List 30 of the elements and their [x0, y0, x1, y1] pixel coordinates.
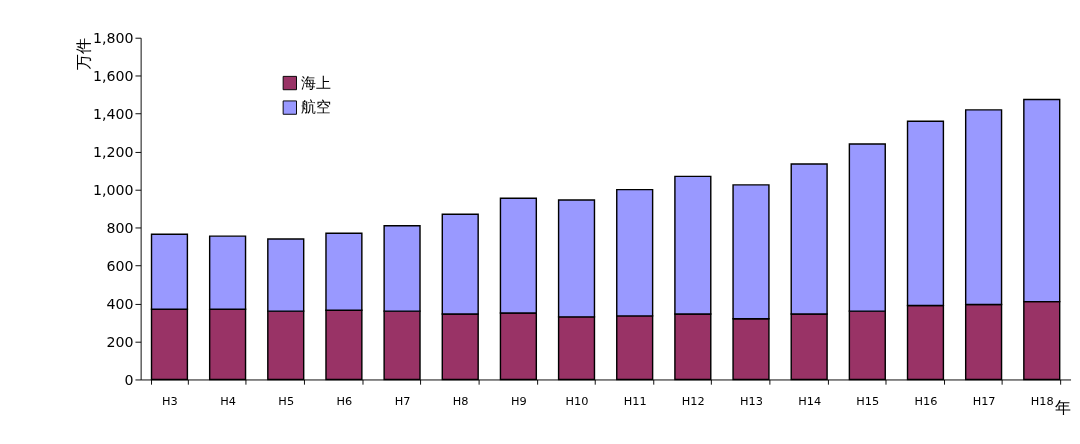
- y-tick-label: 0: [124, 371, 134, 388]
- x-tick-label: H14: [798, 393, 822, 408]
- y-tick-label: 1,200: [93, 143, 134, 160]
- y-tick-label: 1,000: [93, 181, 134, 198]
- x-axis-title: 年: [1054, 398, 1071, 418]
- y-tick-label: 1,800: [93, 29, 134, 46]
- x-tick-label: H6: [336, 393, 353, 408]
- x-tick-label: H9: [510, 393, 527, 408]
- x-tick-label: H11: [623, 393, 647, 408]
- x-tick-label: H12: [681, 393, 705, 408]
- x-tick-label: H17: [972, 393, 996, 408]
- x-tick-label: H15: [856, 393, 880, 408]
- x-tick-label: H4: [220, 393, 236, 408]
- y-tick-label: 600: [106, 257, 134, 274]
- x-tick-label: H16: [914, 393, 938, 408]
- x-tick-label: H8: [452, 393, 469, 408]
- x-tick-label: H10: [565, 393, 589, 408]
- x-tick-label: H7: [394, 393, 411, 408]
- y-tick-label: 400: [106, 295, 134, 312]
- y-axis-title: 万件: [73, 37, 93, 70]
- legend-label: 航空: [301, 98, 332, 117]
- x-tick-label: H13: [740, 393, 763, 408]
- y-tick-label: 1,400: [93, 105, 134, 122]
- x-tick-label: H18: [1030, 393, 1054, 408]
- legend-label: 海上: [301, 73, 332, 92]
- y-tick-label: 1,600: [93, 67, 134, 84]
- y-tick-label: 800: [106, 219, 134, 236]
- y-tick-label: 200: [106, 333, 134, 350]
- x-tick-label: H3: [162, 393, 178, 408]
- x-tick-label: H5: [278, 393, 295, 408]
